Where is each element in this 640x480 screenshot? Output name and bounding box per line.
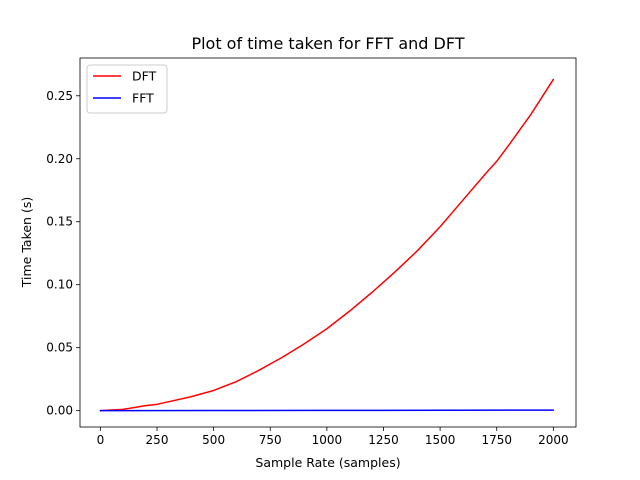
y-tick-label: 0.20	[46, 152, 73, 166]
legend: DFT FFT	[86, 64, 168, 114]
series-line-fft	[99, 409, 555, 412]
x-tick-label: 250	[146, 433, 169, 447]
y-axis: 0.00 0.05 0.10 0.15 0.20 0.25	[46, 89, 80, 418]
x-tick-label: 1750	[481, 433, 512, 447]
x-tick-label: 750	[259, 433, 282, 447]
plot-area	[79, 57, 577, 428]
x-axis-label: Sample Rate (samples)	[255, 455, 400, 470]
axes-frame	[79, 57, 577, 428]
legend-box	[86, 64, 168, 114]
y-tick-label: 0.05	[46, 341, 73, 355]
legend-label-dft: DFT	[132, 69, 157, 84]
x-axis: 0 250 500 750 1000 1250 1500 1750 2000	[97, 427, 569, 447]
y-tick-label: 0.25	[46, 89, 73, 103]
legend-label-fft: FFT	[132, 91, 154, 106]
series-line-dft	[99, 78, 555, 412]
series-layer	[99, 78, 555, 412]
x-tick-label: 1500	[425, 433, 456, 447]
y-tick-label: 0.10	[46, 278, 73, 292]
x-tick-label: 1000	[312, 433, 343, 447]
x-tick-label: 500	[202, 433, 225, 447]
y-tick-label: 0.00	[46, 404, 73, 418]
chart-title: Plot of time taken for FFT and DFT	[191, 34, 464, 53]
x-tick-label: 0	[97, 433, 105, 447]
x-tick-label: 1250	[368, 433, 399, 447]
x-tick-label: 2000	[538, 433, 569, 447]
y-axis-label: Time Taken (s)	[19, 197, 34, 288]
y-tick-label: 0.15	[46, 215, 73, 229]
